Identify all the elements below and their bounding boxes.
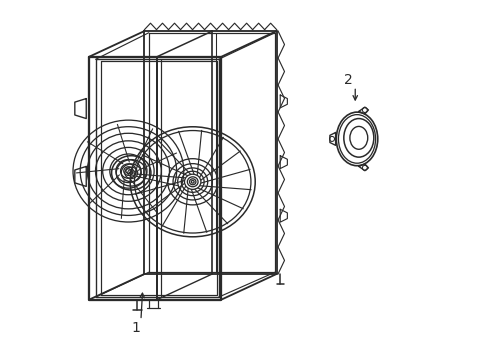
Text: 1: 1 xyxy=(131,321,140,335)
Text: 2: 2 xyxy=(343,73,352,87)
